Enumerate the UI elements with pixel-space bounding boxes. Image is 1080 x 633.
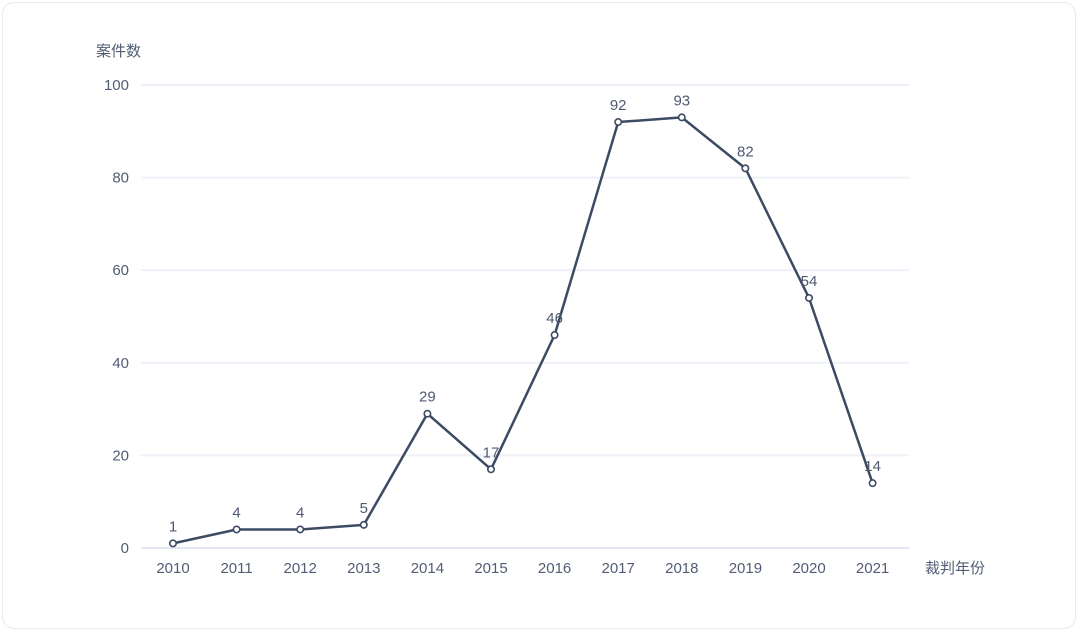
x-tick-label: 2014 [411,560,444,577]
data-point-label: 4 [232,504,240,521]
y-tick-label: 80 [112,170,129,187]
data-point [359,520,368,529]
data-series-line [171,116,874,545]
data-point-label: 17 [483,444,500,461]
x-tick-label: 2016 [538,560,571,577]
data-point [486,465,495,474]
data-point [169,539,178,548]
data-point-label: 92 [610,97,627,114]
data-point [550,331,559,340]
x-axis-title: 裁判年份 [925,560,985,577]
data-point-label: 54 [801,273,818,290]
data-point-label: 1 [169,518,177,535]
data-point [677,113,686,122]
y-tick-label: 0 [121,540,129,557]
x-tick-label: 2021 [856,560,889,577]
data-point-label: 82 [737,143,754,160]
x-tick-label: 2010 [156,560,189,577]
y-tick-label: 40 [112,355,129,372]
data-point-label: 93 [673,92,690,109]
y-axis-title: 案件数 [96,42,141,60]
data-point-label: 14 [864,458,881,475]
y-tick-label: 20 [112,447,129,464]
x-axis-tick-labels: 2010 2011 2012 2013 2014 2015 2016 2017 2018 2019… [156,560,889,577]
data-point [423,409,432,418]
y-tick-label: 60 [112,262,129,279]
data-point [741,164,750,173]
x-tick-label: 2011 [220,560,252,577]
x-tick-label: 2015 [474,560,507,577]
data-point-label: 29 [419,389,436,406]
x-tick-label: 2020 [792,560,825,577]
series-polyline [171,116,874,545]
x-tick-label: 2017 [602,560,635,577]
y-tick-label: 100 [104,77,129,94]
x-tick-label: 2013 [347,560,380,577]
x-tick-label: 2018 [665,560,698,577]
x-tick-label: 2012 [284,560,317,577]
data-point [804,293,813,302]
data-point [232,525,241,534]
x-tick-label: 2019 [729,560,762,577]
data-series-points [169,113,877,548]
data-point [296,525,305,534]
data-point [868,479,877,488]
y-axis-tick-labels: 0 20 40 60 80 100 [104,77,129,557]
data-point-label: 5 [360,500,368,517]
data-point-label: 46 [546,310,563,327]
data-point [614,118,623,127]
gridlines [141,84,909,549]
data-point-label: 4 [296,504,304,521]
